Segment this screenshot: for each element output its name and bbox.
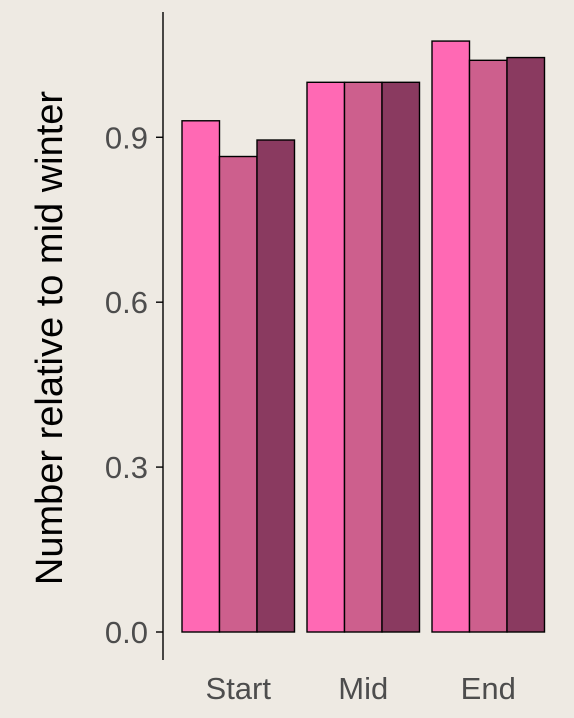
y-tick-label: 0.6 [105,285,148,320]
bar-start-s1 [181,120,221,633]
bars-group [181,40,546,633]
x-tick-label-end: End [461,671,516,706]
y-tick-label: 0.9 [105,120,148,155]
y-axis-title: Number relative to mid winter [29,91,71,586]
bar-end-s1 [431,40,471,633]
y-tick-label: 0.3 [105,450,148,485]
x-tick-label-mid: Mid [338,671,388,706]
y-tick-label: 0.0 [105,615,148,650]
bar-mid-s3 [381,81,421,633]
y-axis-ticks: 0.0 0.3 0.6 0.9 [105,120,163,650]
bar-end-s3 [506,56,546,633]
x-axis-labels: Start Mid End [206,671,516,706]
bar-mid-s1 [306,81,346,633]
bar-start-s2 [218,155,258,633]
bar-mid-s2 [343,81,383,633]
x-tick-label-start: Start [206,671,272,706]
bar-end-s2 [468,59,508,633]
bar-start-s3 [256,139,296,633]
